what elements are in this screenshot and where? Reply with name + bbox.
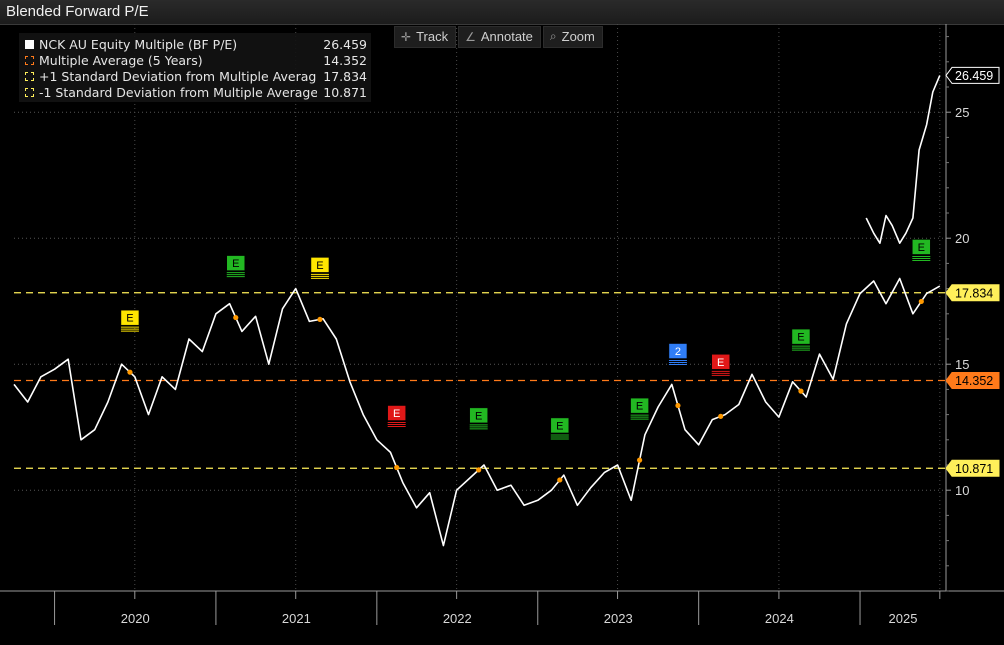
earnings-event-marker: E xyxy=(550,417,570,483)
event-flag-label: E xyxy=(797,332,804,344)
y-tick-label: 25 xyxy=(955,105,969,120)
title-bar: Blended Forward P/E xyxy=(0,0,1004,25)
event-flag xyxy=(791,328,811,345)
axis-value-badge: 17.834 xyxy=(945,284,1000,302)
event-dot xyxy=(317,316,323,323)
track-label: Track xyxy=(416,29,449,44)
event-flag xyxy=(387,405,406,421)
legend-value: 26.459 xyxy=(323,36,367,52)
legend-label: NCK AU Equity Multiple (BF P/E) xyxy=(39,36,238,52)
crosshair-icon: ✛ xyxy=(401,29,412,44)
legend-item-average[interactable]: Multiple Average (5 Years) 14.352 xyxy=(25,52,367,68)
annotate-button[interactable]: ∠ Annotate xyxy=(458,26,541,48)
legend-item-multiple[interactable]: NCK AU Equity Multiple (BF P/E) 26.459 xyxy=(25,36,367,52)
legend-item-minus-sd[interactable]: -1 Standard Deviation from Multiple Aver… xyxy=(25,84,367,100)
legend-label: Multiple Average (5 Years) xyxy=(39,52,203,68)
y-tick-label: 15 xyxy=(955,357,969,372)
earnings-event-marker: E xyxy=(912,239,931,305)
series-line xyxy=(865,75,941,244)
y-tick-label: 20 xyxy=(955,231,969,246)
event-dot xyxy=(127,369,133,375)
magnifier-icon: ⌕ xyxy=(549,29,557,43)
legend-swatch xyxy=(25,55,34,65)
earnings-event-marker: 2 xyxy=(668,343,688,409)
chart-legend: NCK AU Equity Multiple (BF P/E) 26.459 M… xyxy=(19,33,371,102)
event-dot xyxy=(557,477,563,483)
legend-label: -1 Standard Deviation from Multiple Aver… xyxy=(39,84,318,100)
event-flag xyxy=(711,354,730,370)
event-flag-label: E xyxy=(717,357,724,369)
event-flag-label: 2 xyxy=(675,346,681,358)
event-flag xyxy=(668,343,688,359)
event-flag xyxy=(310,257,330,273)
x-tick-label: 2022 xyxy=(443,611,472,626)
y-tick-label: 10 xyxy=(955,483,969,498)
x-tick-label: 2025 xyxy=(889,611,918,626)
x-tick-label: 2024 xyxy=(765,611,794,626)
event-flag xyxy=(550,417,570,434)
legend-value: 17.834 xyxy=(323,68,367,84)
event-flag xyxy=(120,309,140,326)
x-tick-label: 2023 xyxy=(604,611,633,626)
legend-label: +1 Standard Deviation from Multiple Aver… xyxy=(39,68,318,84)
legend-item-plus-sd[interactable]: +1 Standard Deviation from Multiple Aver… xyxy=(25,68,367,84)
legend-swatch xyxy=(25,71,34,81)
legend-swatch xyxy=(25,87,34,97)
earnings-event-marker: E xyxy=(791,328,811,394)
zoom-label: Zoom xyxy=(561,29,595,44)
axis-badge-box xyxy=(945,66,1000,84)
axis-value-badge: 10.871 xyxy=(945,459,1000,477)
zoom-button[interactable]: ⌕ Zoom xyxy=(542,26,603,48)
axis-badge-label: 17.834 xyxy=(955,286,993,300)
chart-title: Blended Forward P/E xyxy=(6,3,149,20)
track-button[interactable]: ✛ Track xyxy=(394,26,457,48)
event-flag-label: E xyxy=(393,408,400,420)
event-flag xyxy=(630,397,649,414)
event-flag-label: E xyxy=(316,260,323,272)
event-dot xyxy=(798,388,804,394)
earnings-event-marker: E xyxy=(469,407,488,473)
axis-badge-label: 14.352 xyxy=(955,374,993,388)
event-dot xyxy=(675,402,681,409)
event-dot xyxy=(476,467,482,473)
earnings-event-marker: E xyxy=(630,397,649,463)
event-dot xyxy=(718,413,724,419)
event-flag xyxy=(912,239,931,255)
chart-toolbar: ✛ Track ∠ Annotate ⌕ Zoom xyxy=(394,26,603,48)
event-flag-label: E xyxy=(636,401,643,413)
event-dot xyxy=(394,464,400,471)
event-flag-label: E xyxy=(232,258,239,270)
event-flag-label: E xyxy=(126,313,133,325)
event-flag xyxy=(469,407,488,424)
legend-value: 14.352 xyxy=(323,52,367,68)
pencil-icon: ∠ xyxy=(465,29,476,44)
x-tick-label: 2021 xyxy=(282,611,311,626)
earnings-event-marker: E xyxy=(226,255,246,321)
earnings-event-marker: E xyxy=(310,257,330,323)
legend-value: 10.871 xyxy=(323,84,367,100)
event-flag-label: E xyxy=(918,242,925,254)
event-dot xyxy=(233,314,239,321)
legend-swatch xyxy=(25,39,34,49)
event-dot xyxy=(636,457,643,463)
event-dot xyxy=(918,298,924,305)
earnings-event-marker: E xyxy=(711,354,730,419)
earnings-event-marker: E xyxy=(120,309,140,375)
axis-value-badge: 14.352 xyxy=(945,372,1000,390)
axis-badge-label: 10.871 xyxy=(955,462,993,476)
axis-badge-box xyxy=(945,459,1000,477)
x-tick-label: 2020 xyxy=(121,611,150,626)
axis-badge-label: 26.459 xyxy=(955,69,993,83)
event-flag-label: E xyxy=(475,410,482,422)
event-flag-label: E xyxy=(556,420,563,432)
axis-value-badge: 26.459 xyxy=(945,66,1000,84)
event-flag xyxy=(226,255,246,271)
annotate-label: Annotate xyxy=(480,29,533,44)
axis-badge-box xyxy=(945,372,1000,390)
axis-badge-box xyxy=(945,284,1000,302)
earnings-event-marker: E xyxy=(387,405,406,471)
